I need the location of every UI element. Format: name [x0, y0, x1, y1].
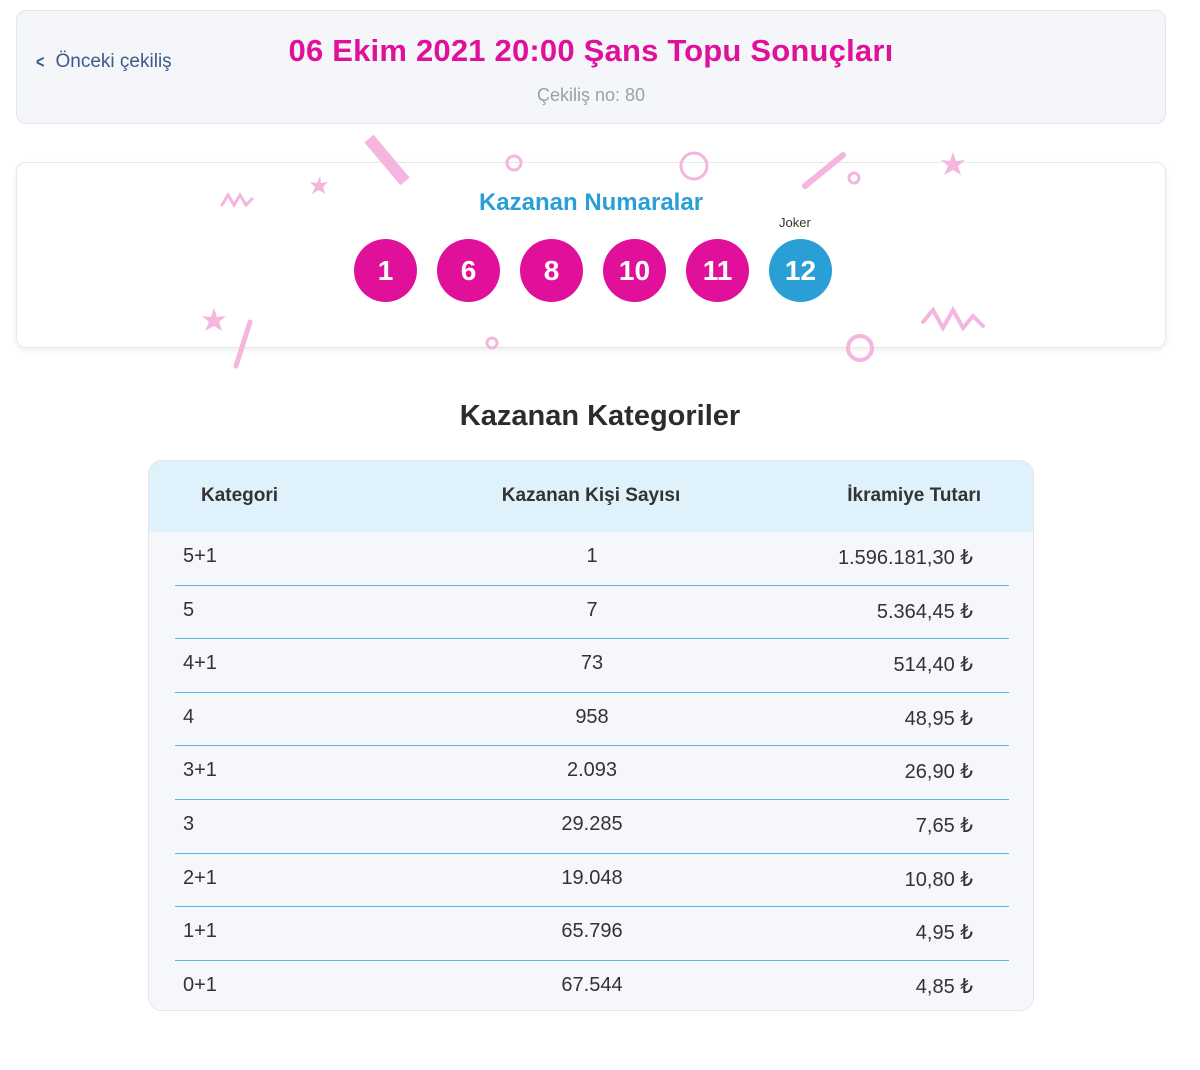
cell-winner-count: 67.544	[561, 973, 623, 996]
table-row: 5 7 5.364,45 ₺	[175, 586, 1009, 640]
cell-category: 4+1	[183, 652, 217, 675]
column-header-prize-amount: İkramiye Tutarı	[847, 485, 981, 506]
number-ball: 6	[437, 239, 500, 302]
winning-numbers-title: Kazanan Numaralar	[478, 189, 704, 216]
column-header-category: Kategori	[201, 485, 279, 506]
number-ball: 1	[354, 239, 417, 302]
draw-header: < Önceki çekiliş 06 Ekim 2021 20:00 Şans…	[16, 10, 1166, 124]
table-row: 4+1 73 514,40 ₺	[175, 639, 1009, 693]
page-title: 06 Ekim 2021 20:00 Şans Topu Sonuçları	[288, 33, 894, 68]
cell-category: 3	[183, 812, 195, 835]
table-row: 0+1 67.544 4,85 ₺	[175, 961, 1009, 1010]
winning-numbers-card: Kazanan Numaralar Joker 1 6 8 10 11 12	[16, 162, 1166, 348]
joker-label: Joker	[779, 215, 811, 230]
number-ball: 11	[686, 239, 749, 302]
table-row: 1+1 65.796 4,95 ₺	[175, 907, 1009, 961]
cell-winner-count: 19.048	[561, 866, 623, 889]
cell-prize-amount: 26,90 ₺	[904, 761, 973, 784]
cell-winner-count: 1	[586, 545, 598, 567]
previous-draw-label: Önceki çekiliş	[55, 51, 172, 72]
categories-title: Kazanan Kategoriler	[459, 400, 741, 432]
table-row: 3 29.285 7,65 ₺	[175, 800, 1009, 854]
table-row: 4 958 48,95 ₺	[175, 693, 1009, 747]
cell-prize-amount: 48,95 ₺	[904, 707, 973, 730]
draw-number: Çekiliş no: 80	[536, 85, 646, 105]
cell-category: 3+1	[183, 759, 217, 782]
previous-draw-link[interactable]: < Önceki çekiliş	[35, 51, 172, 73]
cell-winner-count: 2.093	[566, 759, 618, 782]
cell-winner-count: 7	[586, 598, 598, 621]
cell-category: 5	[183, 598, 195, 621]
cell-prize-amount: 514,40 ₺	[893, 654, 973, 677]
cell-category: 0+1	[183, 973, 217, 996]
cell-category: 4	[183, 705, 195, 728]
cell-prize-amount: 5.364,45 ₺	[876, 600, 973, 623]
cell-winner-count: 73	[580, 652, 604, 675]
number-balls: 1 6 8 10 11 12	[354, 239, 832, 302]
categories-table: Kategori Kazanan Kişi Sayısı İkramiye Tu…	[148, 460, 1034, 1011]
cell-category: 1+1	[183, 920, 217, 943]
column-header-winner-count: Kazanan Kişi Sayısı	[501, 485, 681, 506]
cell-winner-count: 958	[575, 705, 609, 728]
cell-prize-amount: 1.596.181,30 ₺	[837, 547, 973, 569]
table-row: 3+1 2.093 26,90 ₺	[175, 746, 1009, 800]
number-ball: 10	[603, 239, 666, 302]
cell-prize-amount: 7,65 ₺	[915, 814, 973, 837]
cell-prize-amount: 4,95 ₺	[915, 922, 973, 945]
table-body: 5+1 1 1.596.181,30 ₺ 5 7 5.364,45 ₺ 4+1 …	[175, 532, 1009, 1010]
cell-prize-amount: 10,80 ₺	[904, 868, 973, 891]
cell-category: 2+1	[183, 866, 217, 889]
cell-prize-amount: 4,85 ₺	[915, 975, 973, 998]
table-row: 5+1 1 1.596.181,30 ₺	[175, 532, 1009, 586]
cell-winner-count: 29.285	[561, 812, 623, 835]
table-row: 2+1 19.048 10,80 ₺	[175, 854, 1009, 908]
cell-category: 5+1	[183, 545, 217, 567]
cell-winner-count: 65.796	[561, 920, 623, 943]
number-ball: 8	[520, 239, 583, 302]
table-header: Kategori Kazanan Kişi Sayısı İkramiye Tu…	[149, 461, 1033, 532]
joker-ball: 12	[769, 239, 832, 302]
chevron-left-icon: <	[36, 51, 45, 72]
